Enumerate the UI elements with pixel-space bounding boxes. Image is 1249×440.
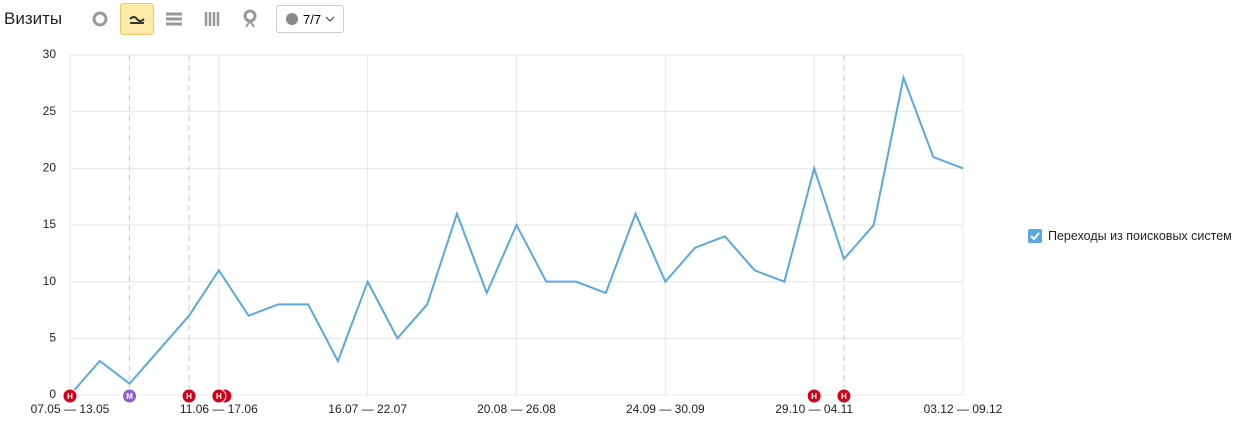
annotation-circle — [181, 388, 197, 404]
annotation-circle — [122, 388, 138, 404]
line — [69, 74, 964, 396]
y-tick-label: 5 — [49, 331, 56, 345]
x-tick-label: 11.06 — 17.06 — [180, 402, 258, 416]
x-tick-label: 20.08 — 26.08 — [477, 402, 556, 416]
y-tick-label: 15 — [43, 217, 57, 231]
comments-count: 7/7 — [303, 11, 322, 27]
bar-icon[interactable] — [200, 7, 224, 31]
annotation-circle — [62, 388, 78, 404]
annotation-marker[interactable]: М — [122, 388, 138, 404]
annotation-label: Н — [811, 392, 817, 401]
legend-label: Переходы из поисковых систем — [1048, 229, 1232, 243]
annotation-label: Н — [67, 392, 73, 401]
annotation-marker[interactable]: Н — [181, 388, 197, 404]
annotation-marker[interactable]: Н — [806, 388, 822, 404]
toolbar: 7/7 — [88, 3, 345, 35]
y-tick-label: 0 — [49, 387, 56, 401]
annotation-label: М — [126, 392, 133, 401]
x-tick-label: 07.05 — 13.05 — [31, 402, 110, 416]
line-icon[interactable] — [120, 3, 154, 35]
pie-icon[interactable] — [88, 7, 112, 31]
legend[interactable]: Переходы из поисковых систем — [1028, 229, 1232, 243]
map-icon[interactable] — [238, 7, 262, 31]
annotation-label: Н — [216, 392, 222, 401]
y-tick-label: 25 — [43, 104, 57, 118]
annotation-marker[interactable]: Н — [62, 388, 78, 404]
annotation-circle — [211, 388, 227, 404]
annotation-label: Н — [841, 392, 847, 401]
legend-checkbox[interactable] — [1028, 229, 1042, 243]
annotation-marker[interactable]: Н — [211, 388, 233, 404]
y-tick-label: 10 — [43, 274, 57, 288]
x-tick-label: 16.07 — 22.07 — [328, 402, 407, 416]
y-tick-label: 30 — [43, 47, 57, 61]
annotation-label: Н — [186, 392, 192, 401]
annotation-circle — [836, 388, 852, 404]
title: Визиты — [4, 9, 63, 28]
area-icon[interactable] — [162, 7, 186, 31]
y-tick-label: 20 — [43, 161, 57, 175]
x-tick-label: 03.12 — 09.12 — [924, 402, 1003, 416]
comments-button[interactable]: 7/7 — [276, 5, 345, 33]
annotation-circle — [806, 388, 822, 404]
x-tick-label: 29.10 — 04.11 — [775, 402, 853, 416]
annotation-marker[interactable]: Н — [836, 388, 852, 404]
x-tick-label: 24.09 — 30.09 — [626, 402, 705, 416]
